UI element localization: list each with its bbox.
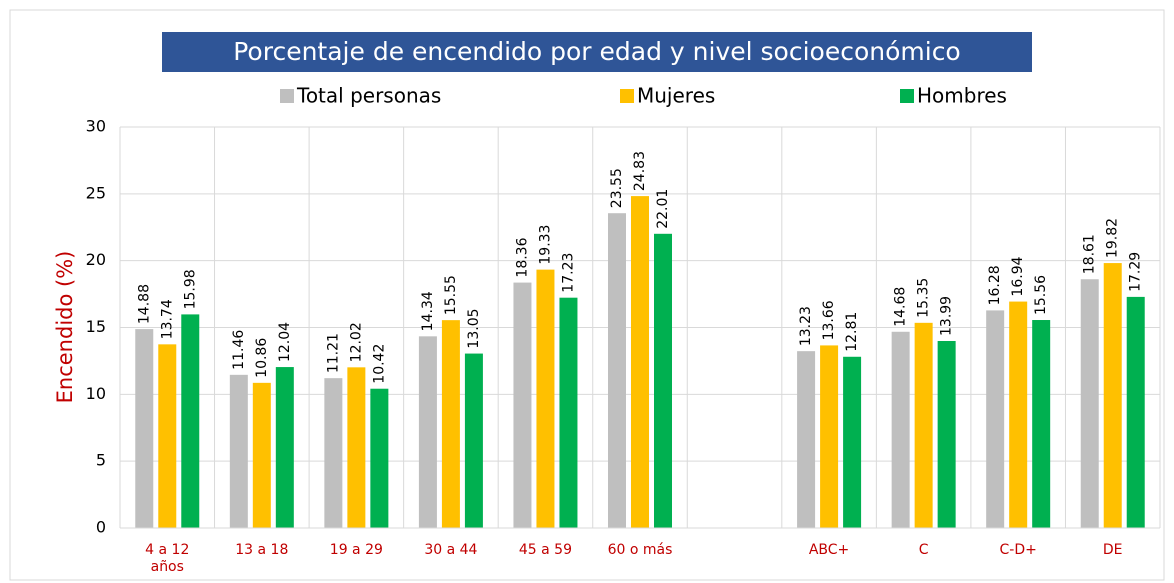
bar: [1009, 301, 1028, 528]
data-label: 13.05: [466, 308, 482, 348]
x-tick-label: 45 a 59: [518, 542, 572, 558]
bar: [418, 336, 437, 528]
x-tick-label: 60 o más: [607, 542, 673, 558]
bar: [820, 345, 839, 528]
data-label: 11.21: [325, 333, 341, 373]
x-tick-label: ABC+: [808, 542, 850, 558]
y-tick-label: 5: [96, 451, 106, 470]
data-label: 10.42: [371, 344, 387, 384]
bar: [1126, 296, 1145, 528]
data-label: 14.68: [893, 287, 909, 327]
bar: [229, 374, 248, 528]
bar: [135, 329, 154, 528]
bar: [347, 367, 366, 528]
bar: [797, 351, 816, 528]
bar: [370, 388, 389, 528]
data-label: 10.86: [254, 338, 270, 378]
bar: [252, 382, 271, 528]
bar: [843, 356, 862, 528]
x-tick-label: 4 a 12 años: [145, 542, 190, 575]
data-label: 11.46: [231, 330, 247, 370]
legend-label: Hombres: [917, 84, 1007, 108]
data-label: 15.55: [443, 275, 459, 315]
x-tick-label: C: [918, 542, 929, 558]
data-label: 15.35: [916, 278, 932, 318]
bar: [654, 233, 672, 528]
bar: [536, 269, 555, 528]
title-box: [162, 32, 1032, 72]
data-label: 15.56: [1033, 275, 1049, 315]
data-label: 17.23: [560, 253, 576, 293]
x-tick-label: 30 a 44: [424, 542, 478, 558]
data-label: 18.61: [1082, 234, 1098, 274]
bar: [559, 297, 578, 528]
bar: [1032, 320, 1051, 528]
data-label: 17.29: [1128, 252, 1144, 292]
legend-swatch: [620, 89, 634, 103]
x-tick-label: DE: [1102, 542, 1123, 558]
data-label: 24.83: [632, 151, 648, 191]
data-label: 23.55: [609, 168, 625, 208]
data-label: 12.02: [348, 322, 364, 362]
bar: [275, 367, 294, 528]
bar: [441, 320, 460, 528]
bar: [158, 344, 177, 528]
data-label: 13.99: [939, 296, 955, 336]
data-label: 13.23: [798, 306, 814, 346]
y-tick-label: 15: [86, 317, 106, 336]
data-label: 13.74: [159, 299, 175, 339]
data-label: 14.34: [420, 291, 436, 331]
bar: [1103, 263, 1122, 528]
bar: [986, 310, 1005, 528]
data-label: 18.36: [514, 237, 530, 277]
bar: [937, 341, 956, 528]
y-axis-label: Encendido (%): [53, 251, 77, 404]
data-label: 19.33: [537, 225, 553, 265]
x-tick-label: 19 a 29: [329, 542, 383, 558]
data-label: 15.98: [182, 269, 198, 309]
bar: [464, 353, 483, 528]
bar: [631, 196, 649, 529]
y-tick-label: 30: [86, 117, 106, 136]
y-tick-label: 25: [86, 183, 106, 202]
bar: [891, 331, 910, 528]
bar: [513, 282, 532, 528]
y-tick-label: 10: [86, 384, 106, 403]
data-label: 13.66: [821, 300, 837, 340]
bar: [608, 213, 626, 528]
x-tick-label: 13 a 18: [235, 542, 289, 558]
legend-swatch: [900, 89, 914, 103]
data-label: 22.01: [655, 189, 671, 229]
legend-swatch: [280, 89, 294, 103]
chart-border: [9, 9, 1165, 581]
data-label: 19.82: [1105, 218, 1121, 258]
bar: [914, 322, 933, 528]
y-tick-label: 20: [86, 250, 106, 269]
data-label: 16.28: [987, 265, 1003, 305]
chart-title: Porcentaje de encendido por edad y nivel…: [233, 37, 960, 66]
bar: [324, 378, 343, 528]
data-label: 12.81: [844, 312, 860, 352]
data-label: 16.94: [1010, 256, 1026, 296]
bar: [1080, 279, 1099, 528]
data-label: 14.88: [136, 284, 152, 324]
y-tick-label: 0: [96, 518, 106, 537]
bar: [181, 314, 200, 528]
legend-label: Mujeres: [637, 84, 715, 108]
x-tick-label: C-D+: [999, 542, 1037, 558]
legend-label: Total personas: [296, 84, 441, 108]
data-label: 12.04: [277, 322, 293, 362]
